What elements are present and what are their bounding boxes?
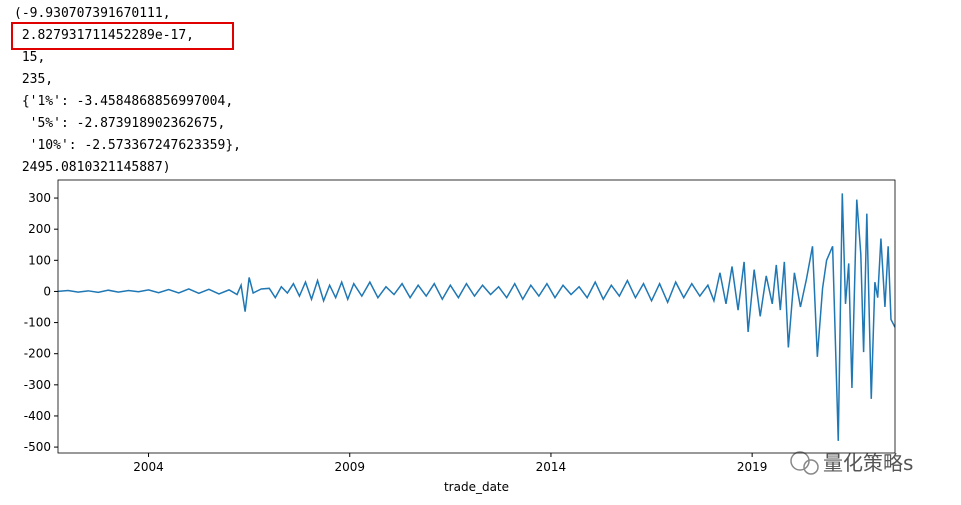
y-tick-label: -100 [24, 316, 51, 330]
watermark-text: 量化策略s [823, 451, 913, 475]
x-tick-label: 2009 [334, 460, 365, 474]
y-tick-label: 200 [28, 222, 51, 236]
x-axis-label: trade_date [444, 480, 509, 494]
output-line: 2.827931711452289e-17, [14, 28, 194, 43]
x-tick-label: 2014 [536, 460, 567, 474]
output-line: {'1%': -3.4584868856997004, [14, 94, 233, 109]
y-tick-label: -400 [24, 409, 51, 423]
output-line: '5%': -2.873918902362675, [14, 116, 225, 131]
watermark-icon [803, 459, 819, 475]
output-line: '10%': -2.573367247623359}, [14, 138, 241, 153]
y-tick-label: 0 [43, 284, 51, 298]
output-line: 15, [14, 50, 45, 65]
output-line: 2495.0810321145887) [14, 160, 171, 175]
output-line: (-9.930707391670111, [14, 6, 171, 21]
y-tick-label: -200 [24, 347, 51, 361]
y-tick-label: -300 [24, 378, 51, 392]
y-tick-label: 300 [28, 191, 51, 205]
y-tick-label: 100 [28, 253, 51, 267]
highlight-box [11, 22, 234, 50]
line-series [58, 193, 895, 441]
x-tick-label: 2019 [737, 460, 768, 474]
watermark: 量化策略s [790, 451, 913, 475]
y-tick-label: -500 [24, 440, 51, 454]
x-tick-label: 2004 [133, 460, 164, 474]
output-line: 235, [14, 72, 53, 87]
plot-frame [57, 179, 896, 454]
